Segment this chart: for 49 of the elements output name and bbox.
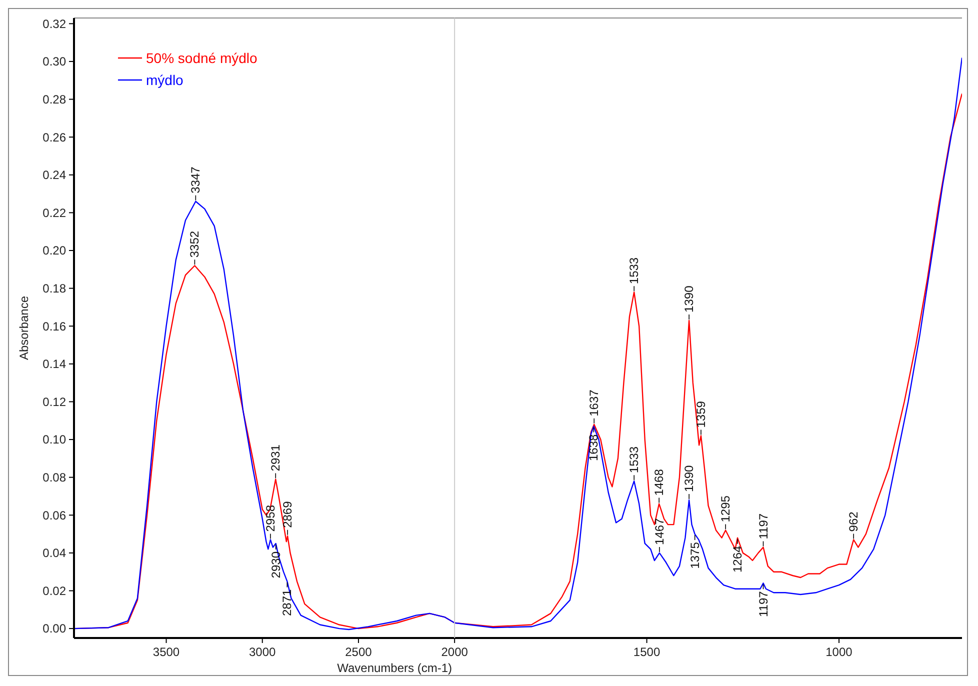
y-tick-label: 0.22 — [42, 206, 66, 220]
annotation: 1533 — [627, 257, 642, 284]
y-tick-label: 0.14 — [42, 357, 66, 372]
annotation: 2931 — [268, 444, 283, 472]
legend-label: mýdlo — [146, 72, 184, 88]
annotation: 1638 — [586, 434, 601, 461]
annotation: 1295 — [718, 495, 733, 522]
annotation: 1468 — [652, 468, 666, 496]
annotation: 1359 — [694, 400, 708, 428]
annotation: 962 — [846, 511, 861, 532]
y-tick-label: 0.26 — [42, 130, 66, 144]
y-tick-label: 0.16 — [42, 319, 66, 334]
x-tick-label: 2500 — [345, 645, 372, 659]
annotation: 1467 — [652, 518, 666, 545]
y-tick-label: 0.00 — [42, 622, 66, 636]
annotation: 1390 — [682, 285, 696, 312]
y-axis-title: Absorbance — [17, 296, 31, 360]
annotation: 2958 — [263, 504, 278, 532]
y-tick-label: 0.08 — [42, 470, 66, 485]
y-tick-label: 0.24 — [42, 168, 66, 182]
x-tick-label: 2000 — [441, 645, 468, 659]
y-tick-label: 0.18 — [42, 282, 66, 296]
x-tick-label: 1000 — [826, 645, 853, 659]
y-tick-label: 0.28 — [42, 92, 66, 106]
y-tick-label: 0.02 — [42, 584, 66, 598]
annotation: 1264 — [730, 546, 744, 573]
y-tick-label: 0.12 — [42, 394, 66, 409]
annotation: 2869 — [280, 500, 295, 528]
annotation: 1197 — [756, 513, 770, 540]
y-tick-label: 0.20 — [42, 244, 66, 258]
annotation: 1390 — [682, 464, 696, 492]
y-tick-label: 0.32 — [42, 16, 66, 31]
annotation: 1533 — [627, 446, 642, 474]
x-axis-title: Wavenumbers (cm-1) — [337, 661, 452, 675]
y-tick-label: 0.04 — [42, 546, 66, 560]
y-tick-label: 0.06 — [42, 508, 66, 522]
annotation: 3347 — [188, 166, 203, 194]
x-tick-label: 3000 — [249, 645, 276, 659]
annotation: 1375 — [688, 542, 702, 569]
annotation: 1197 — [756, 590, 770, 617]
x-tick-label: 1500 — [633, 645, 660, 659]
y-tick-label: 0.10 — [42, 432, 66, 447]
annotation: 2871 — [280, 588, 294, 616]
x-tick-label: 3500 — [152, 645, 180, 659]
annotation: 1637 — [587, 389, 602, 416]
annotation: 3352 — [188, 230, 202, 258]
annotation: 2930 — [268, 551, 283, 578]
legend-label: 50% sodné mýdlo — [146, 50, 258, 66]
y-tick-label: 0.30 — [42, 54, 66, 69]
